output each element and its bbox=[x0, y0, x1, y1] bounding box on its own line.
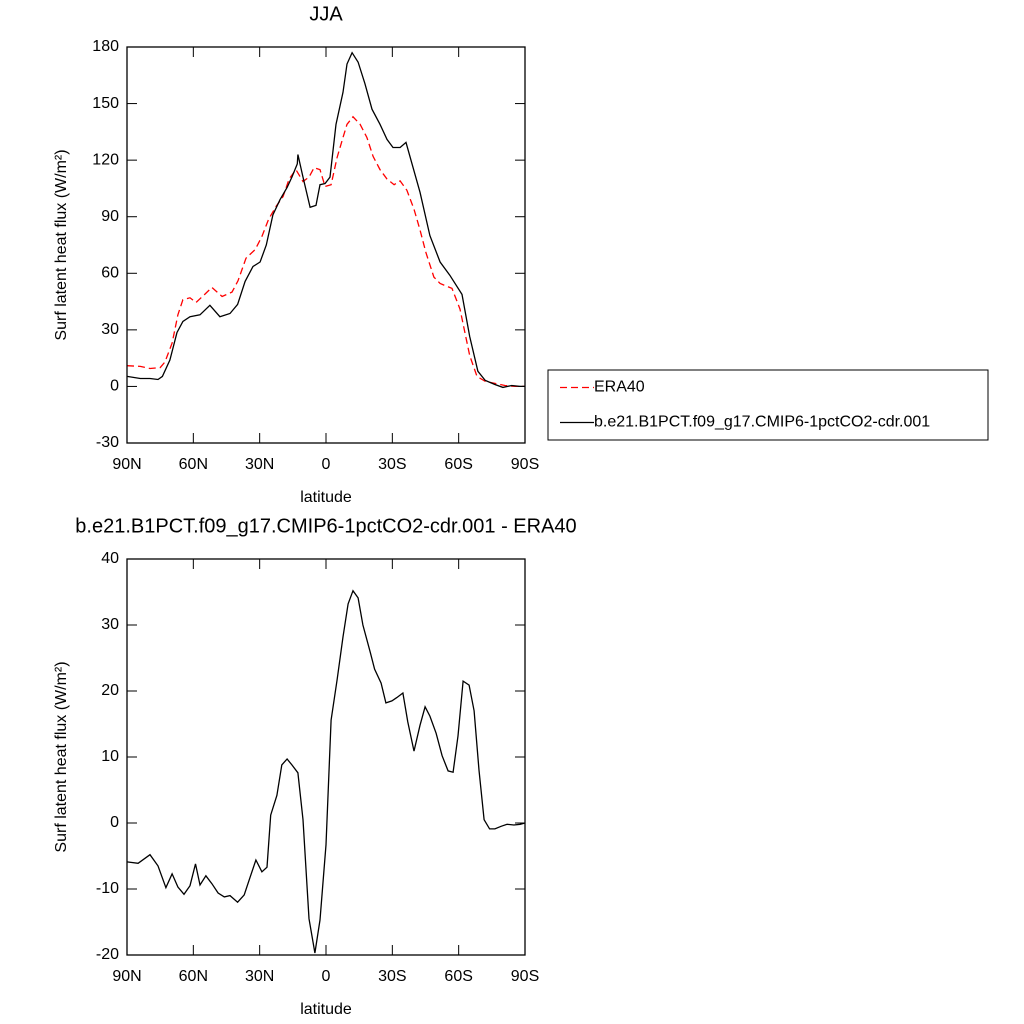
series-line bbox=[126, 589, 526, 954]
y-tick-label: 150 bbox=[92, 95, 119, 112]
x-tick-label: 60S bbox=[444, 968, 472, 985]
plot-frame bbox=[126, 46, 526, 444]
x-tick-label: 60N bbox=[179, 968, 208, 985]
y-tick-label: -30 bbox=[96, 434, 119, 451]
x-tick-label: 0 bbox=[322, 456, 331, 473]
series-line bbox=[126, 115, 525, 388]
x-tick-label: 90N bbox=[112, 968, 141, 985]
series-line bbox=[126, 51, 525, 389]
x-tick-label: 90S bbox=[511, 456, 539, 473]
x-tick-label: 30S bbox=[378, 456, 406, 473]
chart-title: JJA bbox=[309, 3, 343, 25]
y-tick-label: 30 bbox=[101, 321, 119, 338]
y-tick-label: 0 bbox=[110, 378, 119, 395]
legend-label: b.e21.B1PCT.f09_g17.CMIP6-1pctCO2-cdr.00… bbox=[594, 414, 930, 431]
y-tick-label: 30 bbox=[101, 616, 119, 633]
y-tick-label: 0 bbox=[110, 814, 119, 831]
x-tick-label: 30N bbox=[245, 968, 274, 985]
plot-frame bbox=[126, 558, 526, 956]
x-tick-label: 60S bbox=[444, 456, 472, 473]
legend-box bbox=[547, 369, 989, 441]
y-tick-label: 20 bbox=[101, 682, 119, 699]
y-tick-label: -20 bbox=[96, 946, 119, 963]
y-tick-label: 90 bbox=[101, 208, 119, 225]
chart-title: b.e21.B1PCT.f09_g17.CMIP6-1pctCO2-cdr.00… bbox=[75, 515, 576, 537]
y-tick-label: 180 bbox=[92, 38, 119, 55]
y-tick-label: 120 bbox=[92, 151, 119, 168]
y-tick-label: 40 bbox=[101, 550, 119, 567]
x-axis-label: latitude bbox=[300, 1001, 352, 1018]
x-tick-label: 90S bbox=[511, 968, 539, 985]
x-axis-label: latitude bbox=[300, 489, 352, 506]
y-tick-label: -10 bbox=[96, 880, 119, 897]
y-tick-label: 60 bbox=[101, 265, 119, 282]
x-tick-label: 30S bbox=[378, 968, 406, 985]
y-axis-label: Surf latent heat flux (W/m²) bbox=[53, 149, 70, 340]
x-tick-label: 60N bbox=[179, 456, 208, 473]
x-tick-label: 30N bbox=[245, 456, 274, 473]
y-axis-label: Surf latent heat flux (W/m²) bbox=[53, 661, 70, 852]
y-tick-label: 10 bbox=[101, 748, 119, 765]
x-tick-label: 90N bbox=[112, 456, 141, 473]
x-tick-label: 0 bbox=[322, 968, 331, 985]
legend-label: ERA40 bbox=[594, 379, 645, 396]
